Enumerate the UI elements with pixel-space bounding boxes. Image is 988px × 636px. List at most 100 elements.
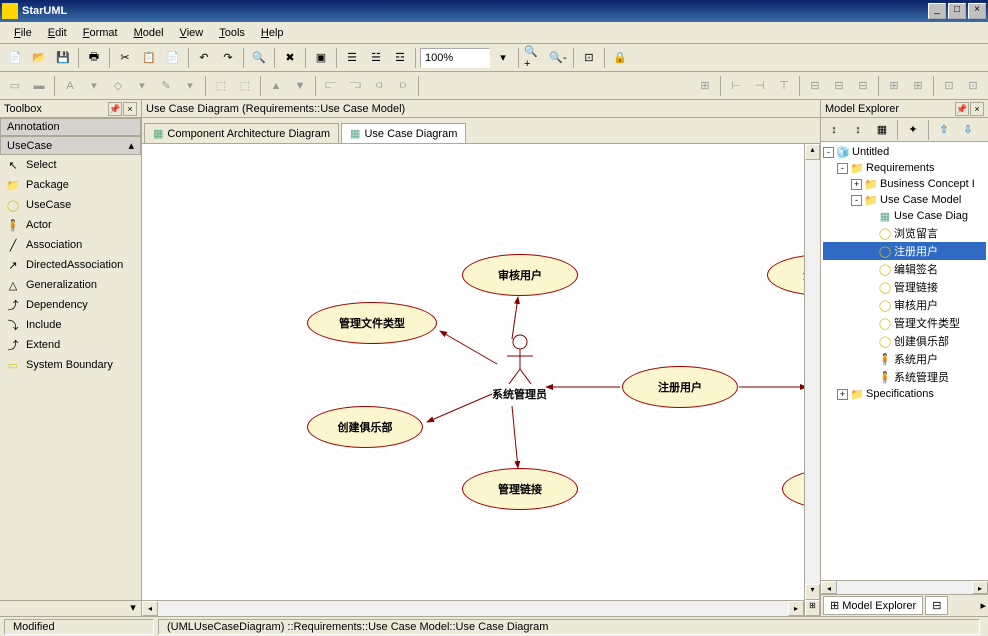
find-button[interactable]: 🔍 (248, 47, 270, 69)
tool-package[interactable]: 📁Package (0, 175, 141, 195)
menu-edit[interactable]: Edit (40, 25, 75, 41)
diagram-canvas[interactable]: 审核用户浏览留言管理文件类型注册用户创建俱乐部管理链接编辑签名系统管理员系统用户 (142, 144, 804, 600)
tool-extend[interactable]: ⤴Extend (0, 335, 141, 355)
save-button[interactable]: 💾 (52, 47, 74, 69)
tree-node[interactable]: ◯编辑签名 (823, 260, 986, 278)
menu-help[interactable]: Help (253, 25, 292, 41)
tab-use-case-diagram[interactable]: ▦Use Case Diagram (341, 123, 466, 143)
tree-node[interactable]: ◯注册用户 (823, 242, 986, 260)
zoomin-button[interactable]: 🔍+ (523, 47, 545, 69)
props-button[interactable]: ☰ (341, 47, 363, 69)
zoom-dropdown[interactable]: ▾ (492, 47, 514, 69)
al-c[interactable]: ⊣ (749, 75, 771, 97)
toolbox-pin-button[interactable]: 📌 (108, 102, 122, 116)
usecase-uc5[interactable]: 创建俱乐部 (307, 406, 423, 448)
fit-button[interactable]: ⊡ (578, 47, 600, 69)
tree-node[interactable]: 🧍系统管理员 (823, 368, 986, 386)
me-tab-explorer[interactable]: ⊞ Model Explorer (823, 596, 923, 615)
layer-button[interactable]: ⬚ (210, 75, 232, 97)
scroll-right-button[interactable]: ▸ (788, 601, 804, 616)
me-filter[interactable]: ▦ (871, 119, 893, 141)
actor-a1[interactable]: 系统管理员 (492, 334, 547, 402)
me-h-scrollbar[interactable]: ◂▸ (821, 580, 988, 594)
fill-button[interactable]: ◇ (107, 75, 129, 97)
tb2-1[interactable]: ▭ (4, 75, 26, 97)
model-tree[interactable]: -🧊Untitled-📁Requirements+📁Business Conce… (821, 142, 988, 580)
copy-button[interactable]: 📋 (138, 47, 160, 69)
tree-node[interactable]: ▦Use Case Diag (823, 208, 986, 224)
align2[interactable]: ⫎ (344, 75, 366, 97)
usecase-uc7[interactable]: 编辑签名 (782, 468, 804, 510)
me-close-button[interactable]: × (970, 102, 984, 116)
tree-node[interactable]: ◯管理文件类型 (823, 314, 986, 332)
expand-toggle[interactable]: + (851, 179, 862, 190)
tree-node[interactable]: +📁Business Concept I (823, 176, 986, 192)
me-sort2[interactable]: ↕ (847, 119, 869, 141)
menu-view[interactable]: View (172, 25, 212, 41)
layer2-button[interactable]: ⬚ (234, 75, 256, 97)
annotation-section[interactable]: Annotation (0, 118, 141, 136)
me-sort1[interactable]: ↕ (823, 119, 845, 141)
dist1[interactable]: ⊟ (804, 75, 826, 97)
new-button[interactable]: 📄 (4, 47, 26, 69)
dist3[interactable]: ⊟ (852, 75, 874, 97)
align3[interactable]: ⫏ (368, 75, 390, 97)
tool-association[interactable]: ╱Association (0, 235, 141, 255)
color-button[interactable]: ▾ (83, 75, 105, 97)
tool-directedassociation[interactable]: ↗DirectedAssociation (0, 255, 141, 275)
maximize-button[interactable]: □ (948, 3, 966, 19)
canvas-h-scrollbar[interactable]: ◂ ▸ (142, 600, 804, 616)
sz1[interactable]: ⊡ (938, 75, 960, 97)
zoom-input[interactable]: 100% (420, 48, 490, 68)
scroll-left-button[interactable]: ◂ (142, 601, 158, 616)
tool-system-boundary[interactable]: ▭System Boundary (0, 355, 141, 375)
tree-node[interactable]: ◯审核用户 (823, 296, 986, 314)
tool-actor[interactable]: 🧍Actor (0, 215, 141, 235)
tab-component-architecture-diagram[interactable]: ▦Component Architecture Diagram (144, 123, 339, 143)
expand-toggle[interactable]: + (837, 389, 848, 400)
align1[interactable]: ⫍ (320, 75, 342, 97)
line2-button[interactable]: ▾ (179, 75, 201, 97)
menu-tools[interactable]: Tools (211, 25, 253, 41)
undo-button[interactable]: ↶ (193, 47, 215, 69)
usecase-uc3[interactable]: 管理文件类型 (307, 302, 437, 344)
bring-front[interactable]: ▲ (265, 75, 287, 97)
cut-button[interactable]: ✂ (114, 47, 136, 69)
tree-node[interactable]: ◯浏览留言 (823, 224, 986, 242)
toolbox-scroll-down[interactable]: ▾ (125, 601, 141, 616)
usecase-uc2[interactable]: 浏览留言 (767, 254, 804, 296)
usecase-uc6[interactable]: 管理链接 (462, 468, 578, 510)
me-pin-button[interactable]: 📌 (955, 102, 969, 116)
fill2-button[interactable]: ▾ (131, 75, 153, 97)
props2-button[interactable]: ☱ (365, 47, 387, 69)
me-refresh[interactable]: ✦ (902, 119, 924, 141)
al-r[interactable]: ⊤ (773, 75, 795, 97)
line-button[interactable]: ✎ (155, 75, 177, 97)
me-tabs-scroll[interactable]: ▸ (980, 599, 986, 612)
tree-node[interactable]: -📁Requirements (823, 160, 986, 176)
scroll-down-button[interactable]: ▾ (805, 584, 820, 600)
scroll-up-button[interactable]: ▴ (805, 144, 820, 160)
font-button[interactable]: A (59, 75, 81, 97)
me-down[interactable]: ⇩ (957, 119, 979, 141)
menu-file[interactable]: File (6, 25, 40, 41)
tree-node[interactable]: ◯创建俱乐部 (823, 332, 986, 350)
tool-select[interactable]: ↖Select (0, 155, 141, 175)
expand-toggle[interactable]: - (837, 163, 848, 174)
component-button[interactable]: ▣ (310, 47, 332, 69)
send-back[interactable]: ▼ (289, 75, 311, 97)
tree-node[interactable]: -📁Use Case Model (823, 192, 986, 208)
expand-toggle[interactable]: - (851, 195, 862, 206)
group1[interactable]: ⊞ (694, 75, 716, 97)
me-tab-other[interactable]: ⊟ (925, 596, 948, 615)
print-button[interactable]: 🖶 (83, 47, 105, 69)
lock-button[interactable]: 🔒 (609, 47, 631, 69)
usecase-uc4[interactable]: 注册用户 (622, 366, 738, 408)
tree-node[interactable]: 🧍系统用户 (823, 350, 986, 368)
me-up[interactable]: ⇧ (933, 119, 955, 141)
minimize-button[interactable]: _ (928, 3, 946, 19)
tool-generalization[interactable]: △Generalization (0, 275, 141, 295)
align4[interactable]: ⫐ (392, 75, 414, 97)
tree-node[interactable]: ◯管理链接 (823, 278, 986, 296)
al-l[interactable]: ⊢ (725, 75, 747, 97)
